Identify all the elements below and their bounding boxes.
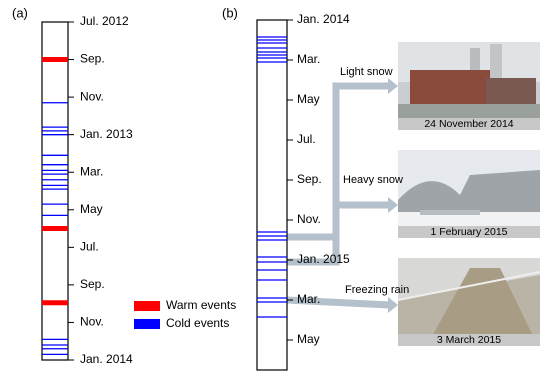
y-tick-label: Jan. 2013 <box>80 127 133 141</box>
legend-label: Warm events <box>166 298 236 312</box>
y-tick-label: Nov. <box>80 315 104 329</box>
caption-band <box>398 226 540 238</box>
y-tick-label: Nov. <box>297 212 321 226</box>
panel-label: (b) <box>222 5 238 20</box>
y-tick-label: Jan. 2014 <box>80 352 133 366</box>
photo-heavy-snow <box>398 150 540 238</box>
arrowheads <box>388 78 398 313</box>
legend-swatch <box>134 301 160 311</box>
y-tick-label: Nov. <box>80 89 104 103</box>
arrow-label: Heavy snow <box>343 174 403 186</box>
y-tick-label: Mar. <box>80 164 103 178</box>
arrow-label: Freezing rain <box>345 284 409 296</box>
y-tick-label: Jan. 2015 <box>297 252 350 266</box>
y-tick-label: May <box>297 332 320 346</box>
y-tick-label: Jul. <box>297 132 316 146</box>
y-tick-label: Sep. <box>80 277 105 291</box>
y-tick-label: May <box>80 202 103 216</box>
legend-swatch <box>134 319 160 329</box>
photo-caption: 24 November 2014 <box>424 118 513 130</box>
y-tick-label: Jan. 2014 <box>297 12 350 26</box>
legend-label: Cold events <box>166 316 229 330</box>
y-tick-label: Mar. <box>297 292 320 306</box>
arrow-label: Light snow <box>340 66 393 78</box>
y-tick-label: Sep. <box>80 52 105 66</box>
photo-caption: 1 February 2015 <box>430 226 507 238</box>
y-tick-label: Jul. 2012 <box>80 14 129 28</box>
y-tick-label: Jul. <box>80 240 99 254</box>
caption-band <box>398 118 540 130</box>
photo-light-snow <box>398 42 540 130</box>
panel-label: (a) <box>12 5 28 20</box>
y-tick-label: Sep. <box>297 172 322 186</box>
y-tick-label: Mar. <box>297 52 320 66</box>
y-tick-label: May <box>297 92 320 106</box>
photo-caption: 3 March 2015 <box>437 334 501 346</box>
timeline-strip <box>256 19 288 371</box>
caption-band <box>398 334 540 346</box>
timeline-strip <box>41 21 69 361</box>
arrows <box>286 82 391 309</box>
photo-freezing-rain <box>397 258 541 346</box>
